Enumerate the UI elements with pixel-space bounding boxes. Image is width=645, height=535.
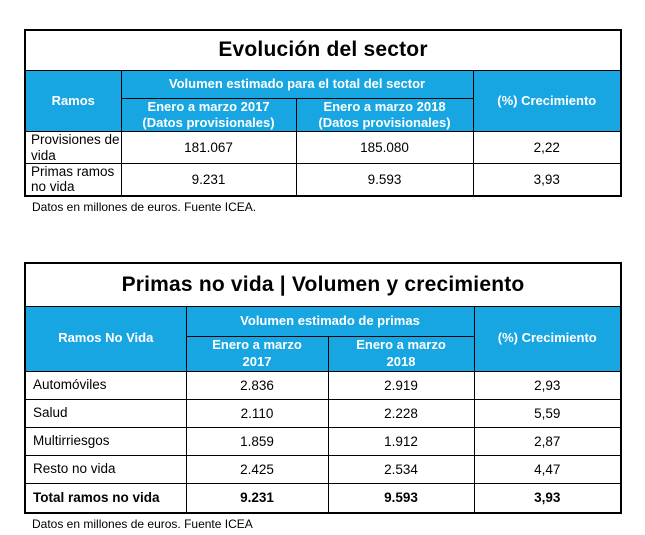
row-label: Salud: [24, 398, 187, 428]
value-growth: 2,87: [473, 426, 622, 456]
header-sub-row: Enero a marzo 2017 Enero a marzo 2018: [25, 335, 621, 372]
row-label: Automóviles: [24, 370, 187, 400]
total-growth: 3,93: [473, 482, 622, 514]
table1-header-2017: Enero a marzo 2017 (Datos provisionales): [120, 97, 297, 132]
value-2017: 181.067: [120, 131, 297, 164]
table1-header-ramos: Ramos: [24, 69, 122, 132]
value-2017: 1.859: [185, 426, 329, 456]
value-growth: 3,93: [472, 163, 622, 196]
primas-no-vida-table: Primas no vida | Volumen y crecimiento R…: [24, 262, 623, 514]
header-2018-line1: Enero a marzo: [356, 337, 446, 353]
header-group-row: Ramos Volumen estimado para el total del…: [24, 69, 622, 132]
table1-footnote: Datos en millones de euros. Fuente ICEA.: [32, 199, 257, 214]
value-2018: 2.534: [327, 454, 475, 484]
header-2017-line2: 2017: [242, 353, 272, 369]
header-2017-line2: (Datos provisionales): [142, 114, 275, 130]
table2-footnote: Datos en millones de euros. Fuente ICEA: [32, 517, 253, 531]
total-2018: 9.593: [327, 482, 475, 514]
table2-header-2017: Enero a marzo 2017: [185, 335, 329, 372]
table2-header-group: Volumen estimado de primas: [185, 305, 475, 337]
value-2018: 2.919: [327, 370, 475, 400]
row-label: Resto no vida: [24, 454, 187, 484]
header-2018-line1: Enero a marzo 2018: [323, 98, 446, 114]
table1-header-2018: Enero a marzo 2018 (Datos provisionales): [295, 97, 474, 132]
header-2018-line2: (Datos provisionales): [318, 114, 451, 130]
table-row: Salud 2.110 2.228 5,59: [24, 398, 622, 428]
table2-title: Primas no vida | Volumen y crecimiento: [24, 262, 622, 307]
primas-no-vida-section: Primas no vida | Volumen y crecimiento R…: [24, 262, 623, 531]
value-2018: 1.912: [327, 426, 475, 456]
value-2018: 9.593: [295, 163, 474, 196]
table-row: Primas ramos no vida 9.231 9.593 3,93: [24, 163, 622, 196]
header-2017-line1: Enero a marzo: [212, 337, 302, 353]
value-growth: 4,47: [473, 454, 622, 484]
value-2017: 2.425: [185, 454, 329, 484]
value-growth: 2,22: [472, 131, 622, 164]
table2-header-growth: (%) Crecimiento: [473, 305, 622, 372]
header-sub-row: Enero a marzo 2017 (Datos provisionales)…: [25, 97, 621, 132]
evolucion-sector-section: Evolución del sector Ramos Volumen estim…: [24, 29, 623, 214]
title-row: Evolución del sector: [24, 29, 622, 71]
table1-header-group: Volumen estimado para el total del secto…: [120, 69, 474, 99]
row-label: Primas ramos no vida: [24, 163, 122, 196]
row-label: Multirriesgos: [24, 426, 187, 456]
row-label: Provisiones de vida: [24, 131, 122, 164]
evolucion-sector-table: Evolución del sector Ramos Volumen estim…: [24, 29, 623, 197]
header-group-row: Ramos No Vida Volumen estimado de primas…: [24, 305, 622, 372]
table-row: Provisiones de vida 181.067 185.080 2,22: [24, 131, 622, 164]
table2-header-ramos: Ramos No Vida: [24, 305, 187, 372]
total-row: Total ramos no vida 9.231 9.593 3,93: [24, 482, 622, 514]
header-2017-line1: Enero a marzo 2017: [147, 98, 270, 114]
total-2017: 9.231: [185, 482, 329, 514]
table1-title: Evolución del sector: [24, 29, 622, 71]
value-2018: 185.080: [295, 131, 474, 164]
value-growth: 2,93: [473, 370, 622, 400]
header-2018-line2: 2018: [386, 353, 416, 369]
value-2018: 2.228: [327, 398, 475, 428]
title-row: Primas no vida | Volumen y crecimiento: [24, 262, 622, 307]
table-row: Automóviles 2.836 2.919 2,93: [24, 370, 622, 400]
value-2017: 9.231: [120, 163, 297, 196]
table2-header-2018: Enero a marzo 2018: [327, 335, 475, 372]
total-label: Total ramos no vida: [24, 482, 187, 514]
table-row: Multirriesgos 1.859 1.912 2,87: [24, 426, 622, 456]
value-growth: 5,59: [473, 398, 622, 428]
table1-header-growth: (%) Crecimiento: [472, 69, 622, 132]
value-2017: 2.110: [185, 398, 329, 428]
value-2017: 2.836: [185, 370, 329, 400]
table-row: Resto no vida 2.425 2.534 4,47: [24, 454, 622, 484]
